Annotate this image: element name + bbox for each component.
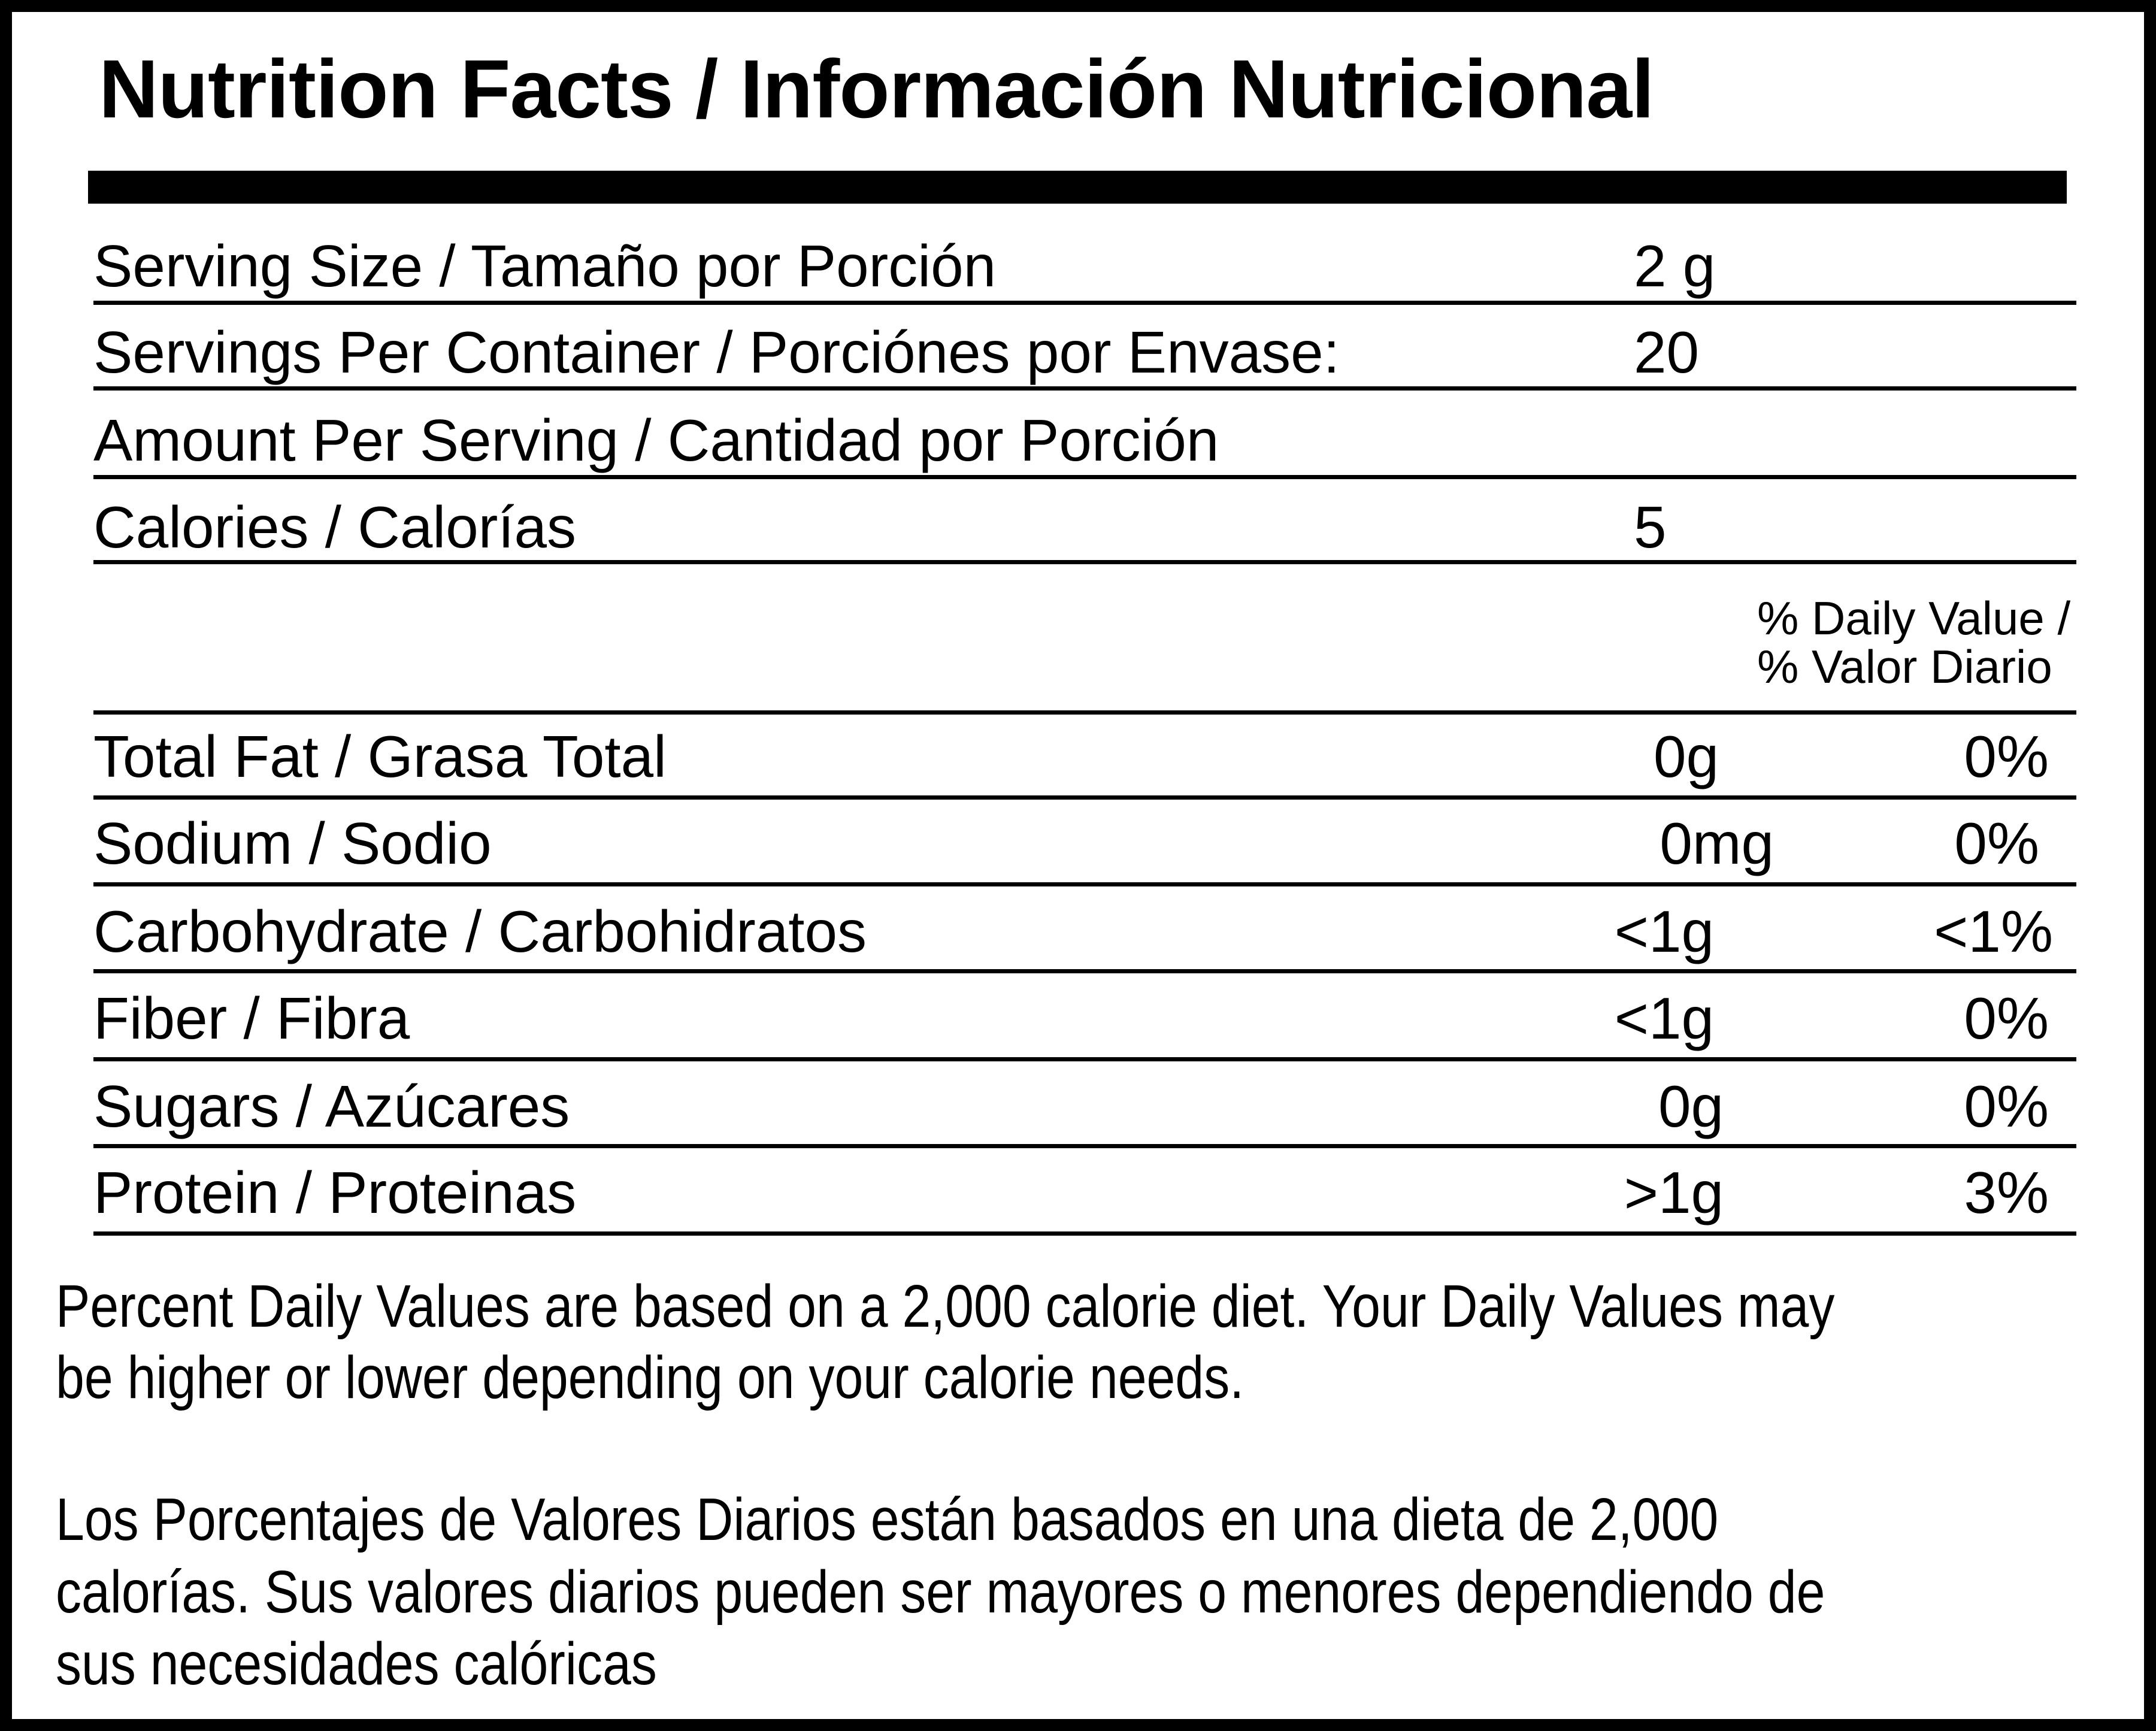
nutrient-dv-sodium: 0%	[1954, 810, 2039, 876]
divider	[93, 475, 2076, 479]
divider	[93, 301, 2076, 305]
nutrient-dv-total-fat: 0%	[1964, 724, 2049, 789]
serving-size-value: 2 g	[1634, 233, 1716, 299]
nutrient-amount-carbohydrate: <1g	[1614, 898, 1714, 964]
divider	[93, 1144, 2076, 1148]
divider	[93, 795, 2076, 800]
amount-per-serving-label: Amount Per Serving / Cantidad por Porció…	[93, 407, 1219, 473]
nutrient-dv-carbohydrate: <1%	[1934, 898, 2053, 964]
divider	[93, 882, 2076, 886]
nutrient-dv-sugars: 0%	[1964, 1073, 2049, 1139]
divider	[93, 560, 2076, 564]
nutrient-label-sodium: Sodium / Sodio	[93, 810, 492, 876]
nutrient-amount-total-fat: 0g	[1653, 724, 1719, 789]
label-title: Nutrition Facts / Información Nutriciona…	[99, 43, 1654, 135]
divider	[93, 1057, 2076, 1061]
footnote-es-line: Los Porcentajes de Valores Diarios están…	[56, 1486, 1719, 1553]
footnote-es-line: sus necesidades calóricas	[56, 1630, 657, 1697]
nutrient-amount-sugars: 0g	[1658, 1073, 1724, 1139]
daily-value-header-en: % Daily Value /	[1757, 592, 2071, 644]
nutrient-label-sugars: Sugars / Azúcares	[93, 1073, 570, 1139]
nutrient-label-carbohydrate: Carbohydrate / Carbohidratos	[93, 898, 867, 964]
calories-value: 5	[1634, 494, 1667, 560]
nutrient-dv-fiber: 0%	[1964, 985, 2049, 1051]
servings-per-container-value: 20	[1634, 319, 1700, 385]
thick-divider	[88, 171, 2067, 204]
nutrient-amount-fiber: <1g	[1614, 985, 1714, 1051]
footnote-en-line: Percent Daily Values are based on a 2,00…	[56, 1273, 1835, 1340]
divider	[93, 386, 2076, 391]
divider	[93, 969, 2076, 973]
footnote-es-line: calorías. Sus valores diarios pueden ser…	[56, 1558, 1825, 1626]
nutrient-label-total-fat: Total Fat / Grasa Total	[93, 724, 667, 789]
servings-per-container-label: Servings Per Container / Porciónes por E…	[93, 319, 1340, 385]
nutrient-label-protein: Protein / Proteinas	[93, 1160, 577, 1225]
divider	[93, 1231, 2076, 1236]
serving-size-label: Serving Size / Tamaño por Porción	[93, 233, 997, 299]
nutrient-dv-protein: 3%	[1964, 1160, 2049, 1225]
footnote-en-line: be higher or lower depending on your cal…	[56, 1344, 1244, 1411]
nutrient-label-fiber: Fiber / Fibra	[93, 985, 410, 1051]
divider	[93, 710, 2076, 715]
nutrient-amount-protein: >1g	[1624, 1160, 1724, 1225]
calories-label: Calories / Calorías	[93, 494, 577, 560]
nutrient-amount-sodium: 0mg	[1660, 810, 1774, 876]
daily-value-header-es: % Valor Diario	[1757, 640, 2052, 693]
